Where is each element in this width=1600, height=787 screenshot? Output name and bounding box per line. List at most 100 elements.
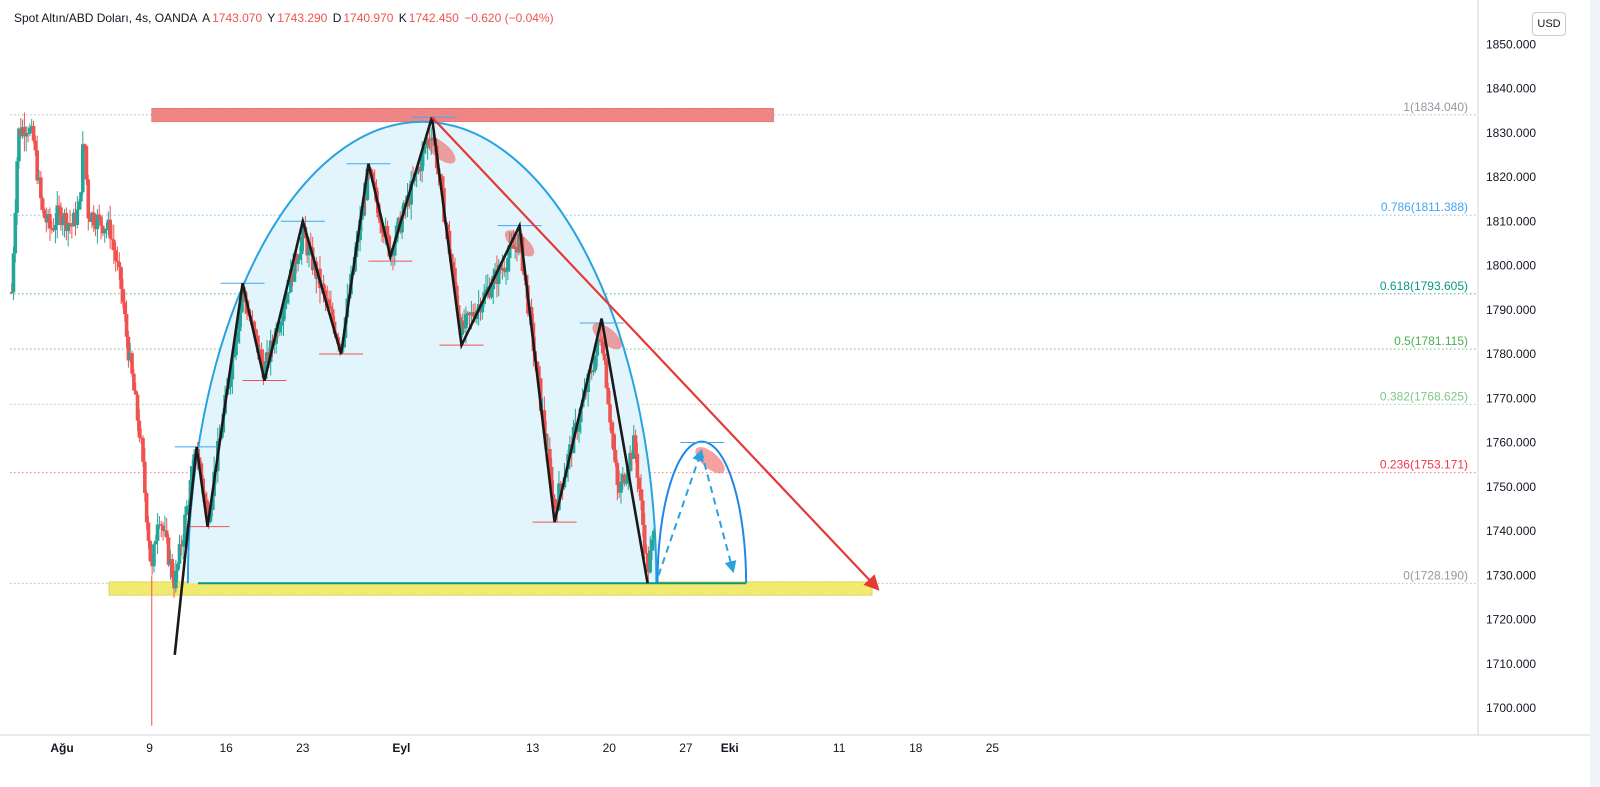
candle-body [646,553,651,573]
candle-body [13,212,18,254]
price-tick-label: 1740.000 [1486,524,1536,538]
candle-body [88,218,92,222]
price-tick-label: 1780.000 [1486,347,1536,361]
candle-body [602,353,607,361]
candle-body [287,292,291,294]
candle-body [232,355,237,358]
candle-body [190,466,195,481]
candle-body [553,499,558,510]
fib-label-0.236: 0.236(1753.171) [1380,458,1468,472]
price-tick-label: 1810.000 [1486,214,1536,228]
candle-body [17,128,21,162]
candle-body [174,570,178,589]
candle-body [631,435,636,459]
candle-body [31,125,36,141]
small-arc [656,440,748,584]
candle-body [489,289,494,298]
candle-body [495,269,499,284]
candle-body [241,290,246,300]
candle-body [24,133,29,137]
projection-up [657,449,704,576]
candle-body [471,312,476,317]
candle-body [458,317,463,335]
candle-body [68,223,72,225]
candle-body [507,245,512,259]
zigzag-path [173,116,649,656]
candle-body [387,235,392,257]
highlight-ellipse [426,137,456,164]
candle-body [305,238,309,256]
candle-body [600,341,605,354]
time-tick-label: 16 [220,741,234,755]
fib-label-1: 1(1834.040) [1403,100,1468,114]
candle-body [172,577,176,589]
candle-body [635,453,640,478]
candle-body [104,228,109,231]
candle-body [164,530,169,538]
candle-body [101,225,105,234]
change-value: −0.620 (−0.04%) [464,11,554,25]
candle-body [537,366,541,379]
price-tick-label: 1840.000 [1486,82,1536,96]
candle-body [75,209,80,225]
candle-body [205,499,209,510]
candle-body [179,544,184,547]
candle-body [79,192,83,202]
candle-body [454,285,459,306]
candle-body [299,237,304,254]
candle-body [166,537,171,565]
price-tick-label: 1770.000 [1486,391,1536,405]
candle-body [407,195,412,205]
candle-body [420,153,424,172]
candle-body [467,312,472,316]
candle-body [70,224,74,227]
candle-body [595,341,600,356]
candle-body [188,480,193,506]
candle-body [493,269,497,276]
symbol-header: Spot Altın/ABD Doları, 4s, OANDA A 1743.0… [14,11,556,25]
candle-body [236,331,240,343]
candle-body [589,369,594,372]
candle-body [577,422,581,432]
candle-body [37,177,41,181]
candle-body [464,314,468,329]
candle-body [504,271,508,273]
candle-body [143,461,147,494]
time-tick-label: 25 [986,741,1000,755]
candle-body [51,229,56,231]
candle-body [53,225,58,231]
drawings [173,116,880,656]
candle-body [416,167,421,173]
candle-body [453,268,457,286]
candle-body [55,205,60,226]
candle-body [256,335,260,353]
candle-body [126,336,131,361]
close-value: 1742.450 [408,11,459,25]
candle-body [641,500,645,525]
currency-button[interactable]: USD [1532,12,1566,36]
time-tick-label: 20 [603,741,617,755]
candle-body [447,230,452,254]
candle-body [597,339,601,342]
price-tick-label: 1820.000 [1486,170,1536,184]
candle-body [99,216,103,226]
candle-body [378,217,382,224]
candle-body [639,489,643,501]
price-tick-label: 1790.000 [1486,303,1536,317]
candle-body [48,214,52,228]
candle-body [177,544,182,564]
open-label: A [202,11,211,25]
candle-body [252,321,257,330]
candle-body [122,302,127,315]
candle-body [90,212,94,222]
candle-body [26,133,30,135]
projection-down [700,451,737,574]
candle-body [139,437,143,439]
candle-body [469,312,474,316]
candle-body [617,485,621,493]
candle-body [619,481,623,493]
candle-body [153,540,158,545]
candle-body [115,260,120,263]
candle-body [440,176,444,189]
